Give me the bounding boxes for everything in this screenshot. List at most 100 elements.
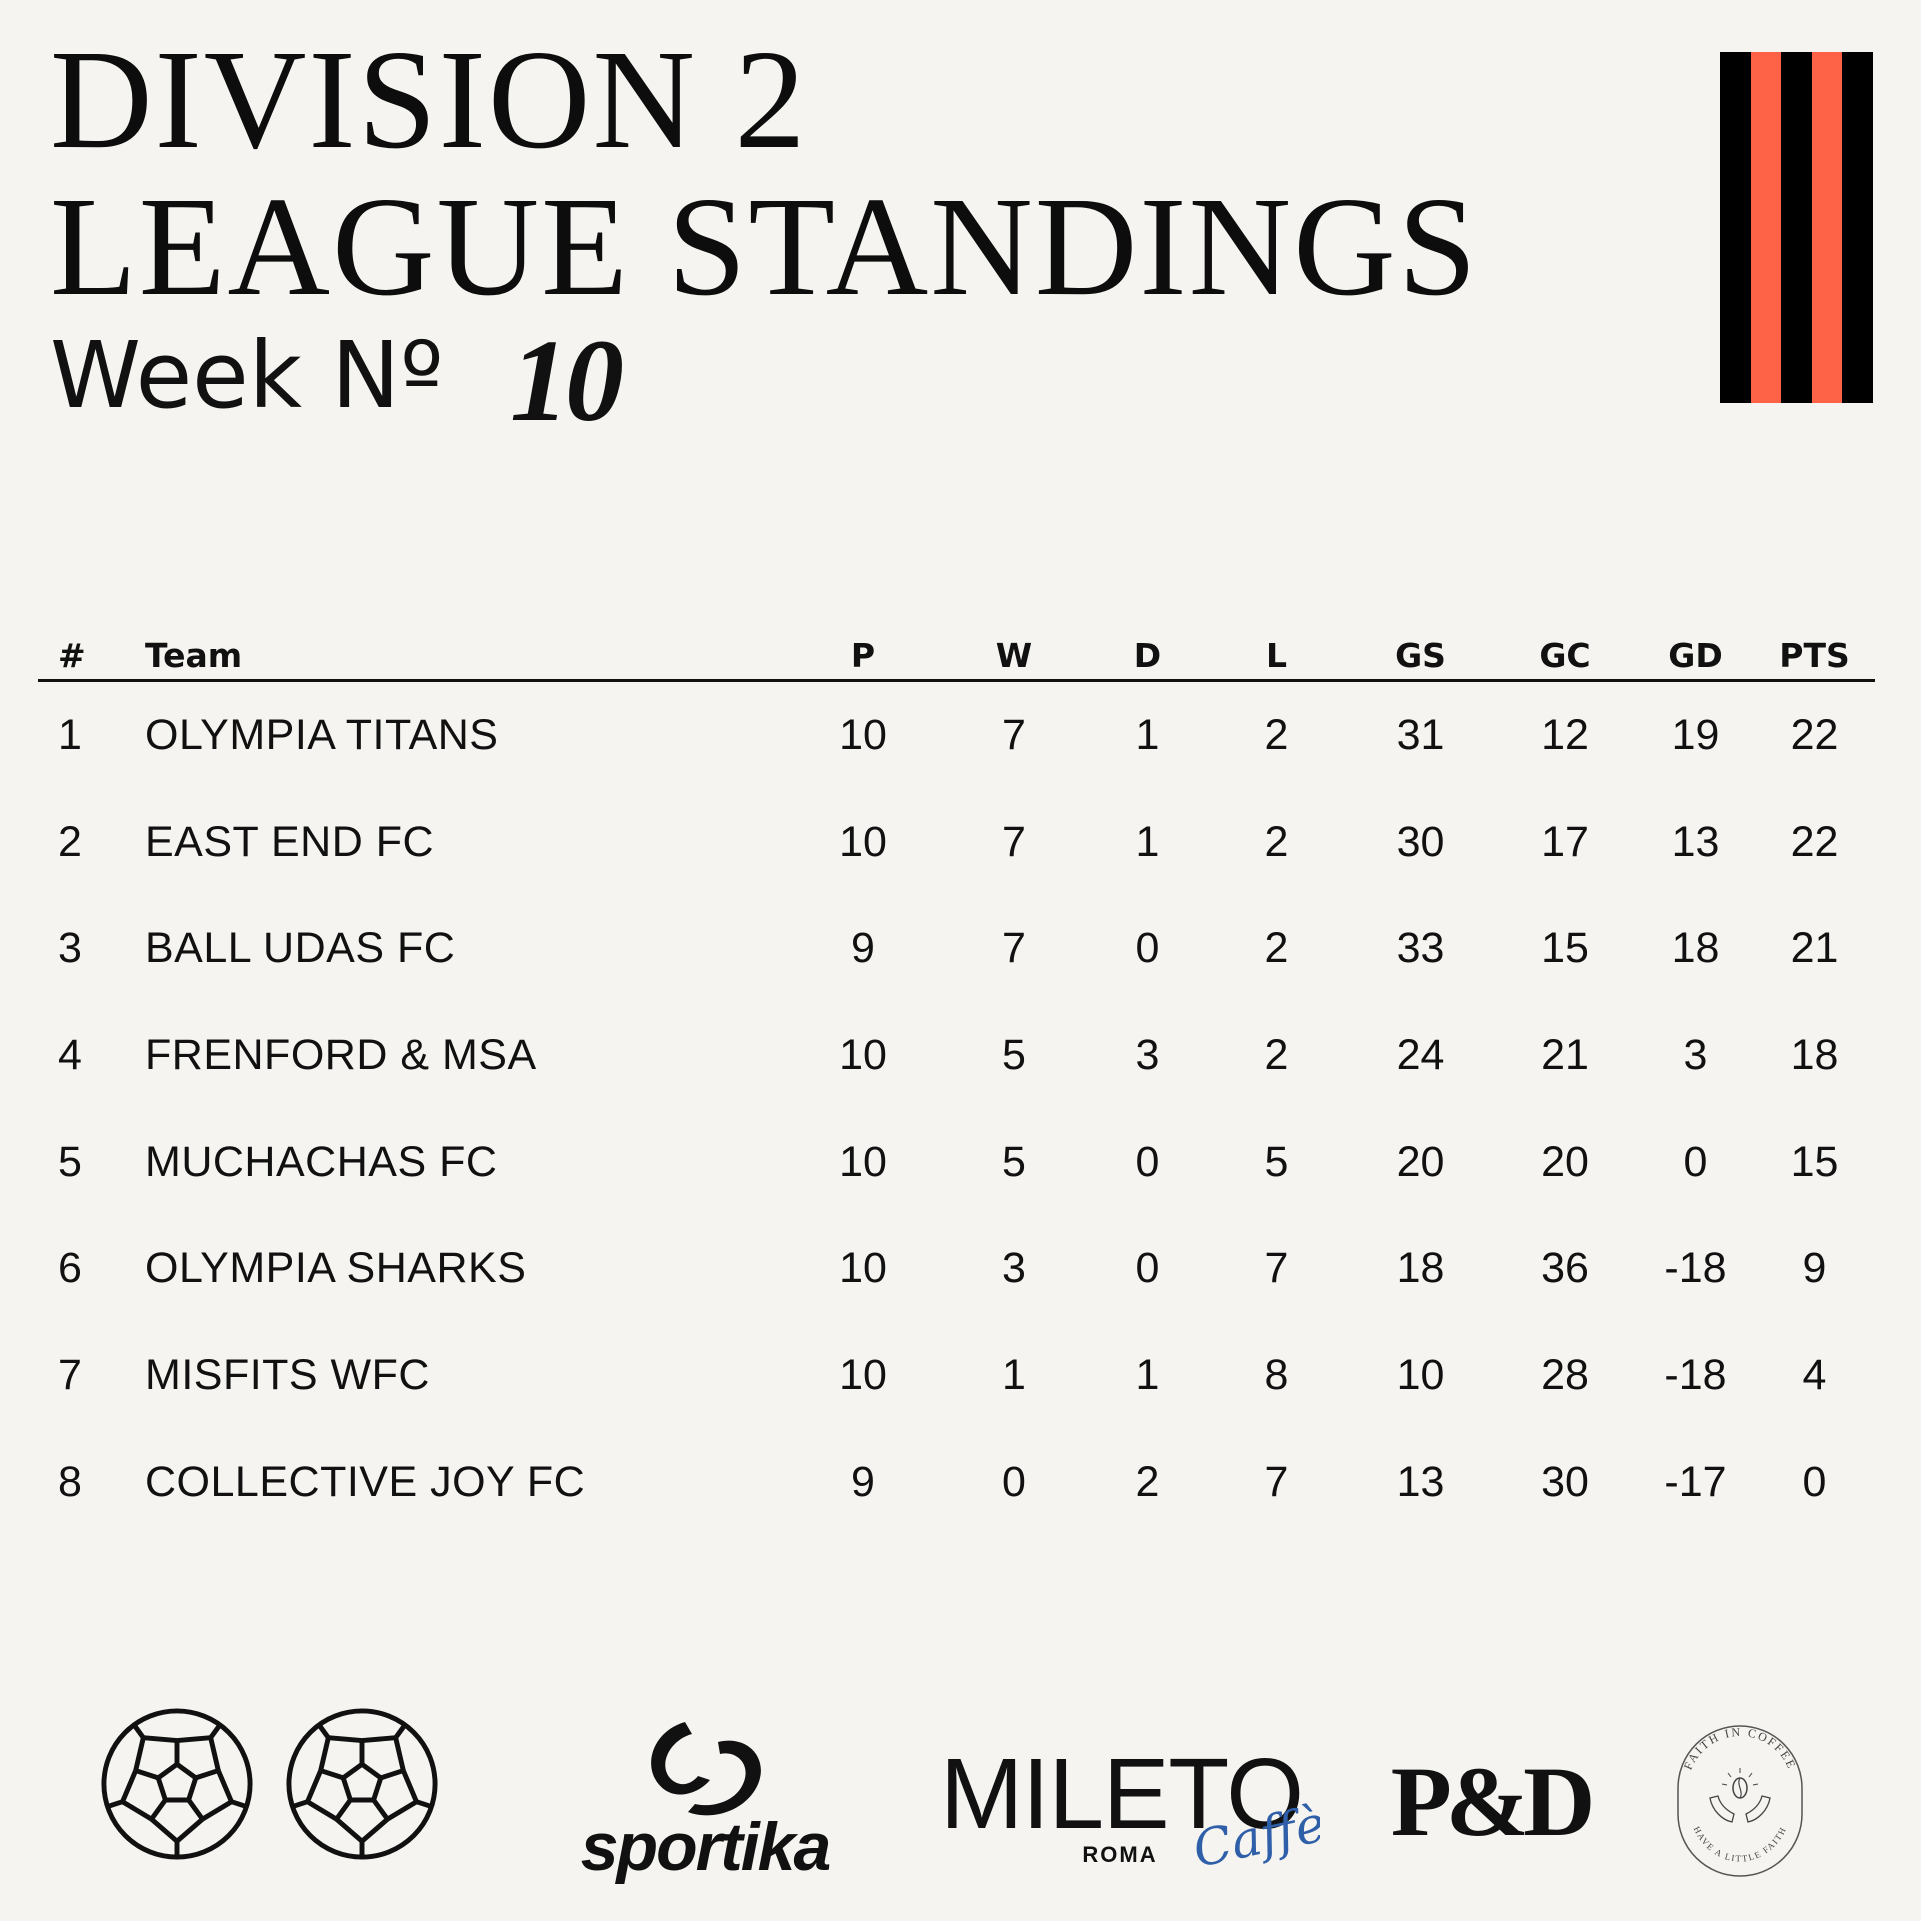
cell-goal-difference: -18 — [1664, 1244, 1727, 1293]
cell-goals-conceded: 30 — [1541, 1457, 1589, 1506]
cell-points: 9 — [1802, 1244, 1827, 1293]
week-label: Week Nº — [50, 322, 444, 429]
cell-won: 5 — [1002, 1137, 1026, 1186]
cell-goal-difference: 13 — [1671, 817, 1720, 866]
table-row: 3 BALL UDAS FC 9 7 0 2 33 15 18 21 — [38, 895, 1875, 1002]
cell-drawn: 1 — [1135, 710, 1160, 759]
cell-lost: 2 — [1264, 710, 1289, 759]
cell-played: 10 — [839, 1350, 887, 1399]
mileto-wordmark: MILETO — [940, 1740, 1300, 1850]
cell-rank: 2 — [58, 817, 82, 866]
cell-played: 10 — [839, 1244, 887, 1293]
cell-lost: 8 — [1264, 1350, 1289, 1399]
cell-team: OLYMPIA TITANS — [145, 710, 499, 759]
column-header-lost: L — [1205, 625, 1348, 682]
table-row: 8 COLLECTIVE JOY FC 9 0 2 7 13 30 -17 0 — [38, 1429, 1875, 1536]
cell-team: EAST END FC — [145, 817, 435, 866]
cell-goal-difference: 0 — [1683, 1137, 1708, 1186]
cell-points: 22 — [1790, 710, 1839, 759]
mileto-logo: MILETO ROMA Caffè — [940, 1740, 1320, 1879]
standings-table: # Team P W D L GS GC GD PTS 1 OLYMPIA TITANS 10 7 1 2 3… — [38, 625, 1875, 1536]
cell-lost: 2 — [1264, 817, 1289, 866]
cell-drawn: 0 — [1135, 924, 1160, 973]
cell-played: 10 — [839, 1030, 887, 1079]
cell-points: 18 — [1790, 1030, 1839, 1079]
cell-rank: 8 — [58, 1457, 82, 1506]
cell-goals-scored: 10 — [1396, 1350, 1445, 1399]
table-row: 5 MUCHACHAS FC 10 5 0 5 20 20 0 15 — [38, 1109, 1875, 1216]
soccer-ball-icon — [286, 1708, 438, 1860]
cell-rank: 1 — [58, 710, 82, 759]
svg-text:HAVE A LITTLE FAITH: HAVE A LITTLE FAITH — [1692, 1825, 1789, 1864]
cell-won: 7 — [1002, 710, 1026, 759]
cell-played: 9 — [851, 1457, 875, 1506]
cell-goal-difference: 19 — [1671, 710, 1720, 759]
cell-won: 7 — [1002, 817, 1026, 866]
cell-goal-difference: 18 — [1671, 924, 1720, 973]
cell-goals-scored: 13 — [1396, 1457, 1445, 1506]
cell-goals-conceded: 15 — [1541, 924, 1589, 973]
mileto-city: ROMA — [1082, 1842, 1157, 1867]
cell-lost: 2 — [1264, 924, 1289, 973]
cell-team: FRENFORD & MSA — [145, 1030, 537, 1079]
cell-drawn: 1 — [1135, 1350, 1160, 1399]
cell-team: MUCHACHAS FC — [145, 1137, 498, 1186]
column-header-goal-difference: GD — [1637, 625, 1754, 682]
cell-goals-scored: 20 — [1396, 1137, 1445, 1186]
cell-drawn: 1 — [1135, 817, 1160, 866]
cell-drawn: 0 — [1135, 1244, 1160, 1293]
table-row: 4 FRENFORD & MSA 10 5 3 2 24 21 3 18 — [38, 1002, 1875, 1109]
sportika-logo: sportika — [581, 1722, 831, 1885]
cell-lost: 5 — [1264, 1137, 1289, 1186]
cell-rank: 4 — [58, 1030, 82, 1079]
table-row: 7 MISFITS WFC 10 1 1 8 10 28 -18 4 — [38, 1322, 1875, 1429]
cell-team: MISFITS WFC — [145, 1350, 430, 1399]
cell-rank: 3 — [58, 924, 82, 973]
cell-won: 5 — [1002, 1030, 1026, 1079]
cell-won: 0 — [1002, 1457, 1026, 1506]
faith-top-text: FAITH IN COFFEE — [1681, 1725, 1798, 1772]
header-row: # Team P W D L GS GC GD PTS — [38, 625, 1875, 682]
cell-goals-conceded: 36 — [1541, 1244, 1589, 1293]
cell-points: 4 — [1802, 1350, 1827, 1399]
table-row: 2 EAST END FC 10 7 1 2 30 17 13 22 — [38, 789, 1875, 896]
pd-wordmark: P&D — [1391, 1746, 1591, 1857]
cell-points: 21 — [1790, 924, 1839, 973]
faith-in-coffee-logo: FAITH IN COFFEE HAVE A LITTLE FAITH — [1677, 1725, 1803, 1877]
cell-goals-scored: 30 — [1396, 817, 1445, 866]
cell-goals-conceded: 21 — [1541, 1030, 1589, 1079]
cell-rank: 5 — [58, 1137, 82, 1186]
sportika-wordmark: sportika — [581, 1809, 830, 1885]
cell-played: 10 — [839, 710, 887, 759]
cell-won: 3 — [1002, 1244, 1026, 1293]
cell-team: OLYMPIA SHARKS — [145, 1244, 527, 1293]
column-header-rank: # — [38, 625, 145, 682]
cell-goals-conceded: 28 — [1541, 1350, 1589, 1399]
cell-lost: 7 — [1264, 1244, 1289, 1293]
cell-goals-conceded: 17 — [1541, 817, 1589, 866]
cell-played: 10 — [839, 817, 887, 866]
cell-goal-difference: -18 — [1664, 1350, 1727, 1399]
column-header-won: W — [938, 625, 1090, 682]
cell-played: 10 — [839, 1137, 887, 1186]
soccer-ball-icon — [101, 1708, 253, 1860]
cell-goals-conceded: 20 — [1541, 1137, 1589, 1186]
cell-won: 1 — [1002, 1350, 1026, 1399]
column-header-played: P — [788, 625, 938, 682]
cell-drawn: 2 — [1135, 1457, 1160, 1506]
cell-rank: 6 — [58, 1244, 82, 1293]
cell-drawn: 0 — [1135, 1137, 1160, 1186]
faith-bottom-text: HAVE A LITTLE FAITH — [1692, 1825, 1787, 1864]
table-row: 6 OLYMPIA SHARKS 10 3 0 7 18 36 -18 9 — [38, 1215, 1875, 1322]
cell-goal-difference: -17 — [1664, 1457, 1727, 1506]
cell-lost: 7 — [1264, 1457, 1289, 1506]
cell-lost: 2 — [1264, 1030, 1289, 1079]
cell-points: 15 — [1790, 1137, 1839, 1186]
cell-played: 9 — [851, 924, 875, 973]
pd-logo: P&D — [1391, 1746, 1595, 1857]
week-number: 10 — [510, 315, 624, 446]
column-header-drawn: D — [1090, 625, 1205, 682]
cell-goal-difference: 3 — [1683, 1030, 1708, 1079]
cell-goals-scored: 18 — [1396, 1244, 1445, 1293]
column-header-points: PTS — [1754, 625, 1875, 682]
